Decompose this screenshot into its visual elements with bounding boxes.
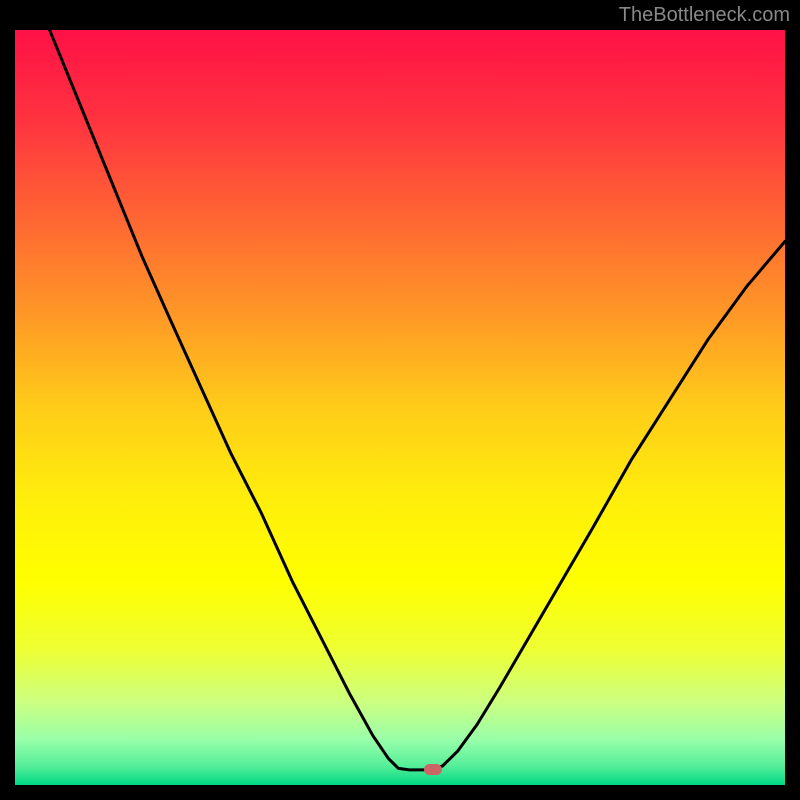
- plot-area: [15, 30, 785, 785]
- bottleneck-curve: [15, 30, 785, 785]
- watermark-text: TheBottleneck.com: [619, 4, 790, 27]
- optimal-point-marker: [424, 764, 442, 775]
